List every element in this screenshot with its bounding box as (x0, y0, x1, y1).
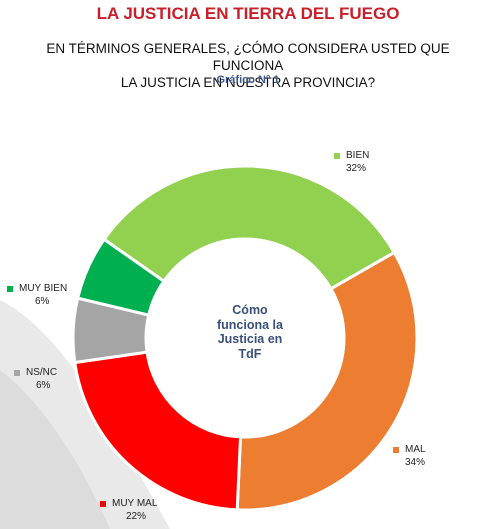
legend-value: 22% (126, 511, 147, 522)
legend-item-mal: MAL 34% (393, 443, 426, 469)
legend-label: MAL (405, 444, 426, 455)
legend-swatch (100, 500, 106, 507)
question-line-2: LA JUSTICIA EN NUESTRA PROVINCIA? (120, 75, 376, 90)
legend-label: NS/NC (26, 367, 58, 378)
donut-slice-mal (235, 250, 419, 512)
donut-center-label: Cómo funciona la Justicia en TdF (195, 303, 305, 361)
legend-label: MUY MAL (112, 498, 158, 509)
legend-swatch (14, 369, 20, 376)
legend-swatch (393, 446, 399, 453)
legend-item-muy-mal: MUY MAL 22% (100, 497, 157, 523)
chart-caption: Gráfico N° 1 (216, 74, 280, 86)
legend-item-bien: BIEN 32% (334, 149, 369, 175)
legend-item-nsnc: NS/NC 6% (14, 366, 57, 392)
center-label-line: Justicia en (217, 332, 283, 346)
center-label-line: Cómo (232, 303, 268, 317)
donut-slice-bien (102, 164, 397, 291)
legend-label: BIEN (346, 150, 370, 161)
donut-slice-muy-bien (75, 237, 166, 317)
legend-value: 6% (36, 380, 51, 391)
center-label-line: funciona la (217, 317, 283, 332)
center-label-line: TdF (238, 346, 262, 361)
legend-swatch (7, 285, 13, 292)
legend-value: 32% (346, 163, 367, 174)
page-title: LA JUSTICIA EN TIERRA DEL FUEGO (96, 4, 400, 23)
legend-swatch (334, 152, 340, 159)
question-line-1: EN TÉRMINOS GENERALES, ¿CÓMO CONSIDERA U… (46, 41, 450, 73)
legend-label: MUY BIEN (19, 283, 68, 294)
legend-value: 6% (35, 296, 50, 307)
donut-slice-muy-mal (73, 350, 243, 512)
survey-question: EN TÉRMINOS GENERALES, ¿CÓMO CONSIDERA U… (10, 40, 486, 91)
legend-item-muy-bien: MUY BIEN 6% (7, 282, 67, 308)
legend-value: 34% (405, 457, 426, 468)
